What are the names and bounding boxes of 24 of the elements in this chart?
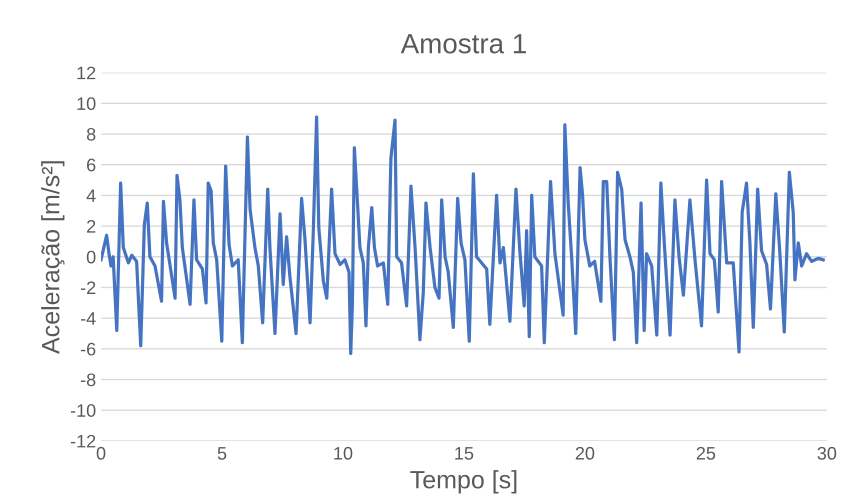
y-tick-label: -8 (80, 373, 96, 386)
y-tick-label: 12 (77, 66, 96, 80)
y-tick-label: 6 (87, 158, 96, 172)
y-tick-label: -6 (80, 342, 96, 356)
y-tick-label: 0 (86, 250, 96, 264)
y-tick-label: 4 (86, 190, 96, 202)
line-series (101, 116, 825, 356)
x-tick-label: 30 (817, 446, 836, 460)
x-tick-label: 0 (96, 446, 106, 460)
y-tick-label: 10 (77, 97, 96, 110)
x-tick-label: 10 (334, 446, 352, 460)
x-tick-label: 25 (696, 446, 716, 460)
y-tick-label: 2 (87, 220, 96, 233)
x-tick-label: 15 (455, 447, 474, 460)
y-tick-label: 8 (86, 128, 96, 141)
x-tick-label: 5 (218, 447, 226, 460)
y-tick-label: -12 (70, 434, 96, 448)
y-tick-label: -2 (80, 281, 96, 294)
y-axis-title: Aceleração [m/s²] (41, 161, 65, 354)
chart-title: Amostra 1 (400, 34, 526, 54)
x-tick-label: 20 (576, 446, 594, 460)
y-tick-label: -4 (80, 312, 96, 325)
y-tick-label: -10 (70, 404, 96, 417)
x-axis-title: Tempo [s] (410, 470, 516, 494)
